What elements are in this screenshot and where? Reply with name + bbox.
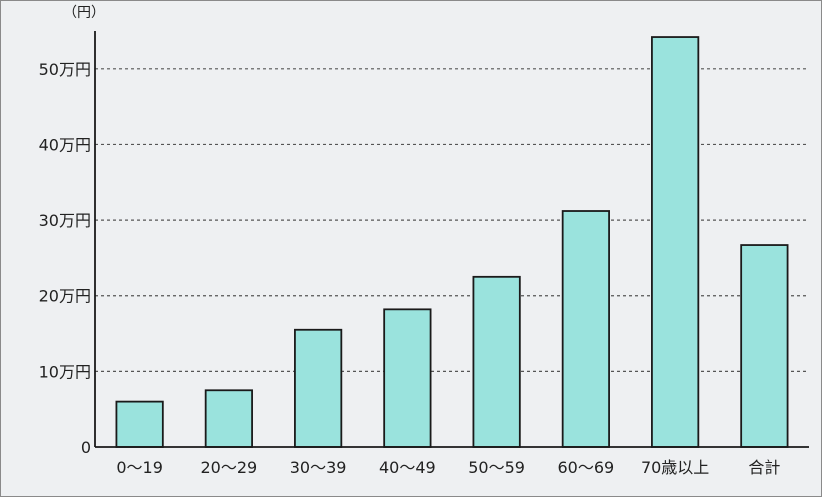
y-axis-unit-label: （円） <box>63 5 105 21</box>
bar <box>383 308 432 448</box>
bar <box>561 210 610 448</box>
bar <box>115 400 164 448</box>
x-category-label: 40〜49 <box>379 458 436 477</box>
x-category-label: 0〜19 <box>116 458 163 477</box>
axes <box>94 31 809 448</box>
y-tick-label: 0 <box>81 438 91 457</box>
y-tick-label: 30万円 <box>39 211 91 230</box>
x-category-label: 50〜59 <box>468 458 525 477</box>
y-tick-label: 20万円 <box>39 287 91 306</box>
y-tick-label: 50万円 <box>39 60 91 79</box>
y-tick-label: 40万円 <box>39 135 91 154</box>
labels: 0 10万円 20万円 30万円 40万円 50万円 0〜19 20〜29 30〜39 40〜49… <box>39 60 781 477</box>
bar <box>294 328 343 448</box>
x-category-label: 20〜29 <box>201 458 258 477</box>
bars <box>115 36 789 448</box>
x-category-label: 30〜39 <box>290 458 347 477</box>
bar <box>651 36 700 448</box>
x-category-label: 70歳以上 <box>641 458 709 477</box>
y-tick-label: 10万円 <box>39 362 91 381</box>
x-category-label: 60〜69 <box>558 458 615 477</box>
gridlines <box>95 68 809 372</box>
bar <box>740 244 789 448</box>
x-category-label: 合計 <box>748 458 780 477</box>
bar <box>472 275 521 448</box>
bar <box>204 389 253 448</box>
